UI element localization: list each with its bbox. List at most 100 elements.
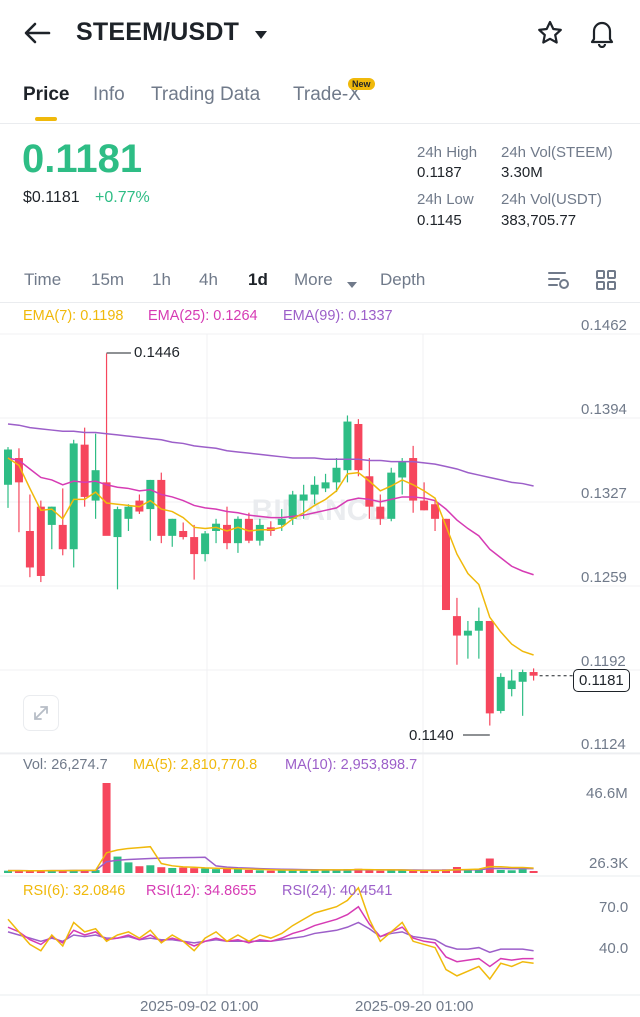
volume-bar [507, 870, 516, 873]
alert-bell-icon[interactable] [588, 18, 616, 53]
volume-bar [244, 869, 253, 873]
volume-tick-max: 46.6M [586, 785, 628, 802]
candle-body [102, 482, 111, 536]
volume-bar [321, 869, 330, 873]
volume-tick-min: 26.3K [589, 855, 629, 872]
volume-bar [485, 858, 494, 873]
vol-base-value: 3.30M [501, 164, 543, 181]
back-arrow-icon[interactable] [22, 20, 52, 46]
low-marker-label: 0.1140 [409, 727, 454, 744]
volume-bar [518, 869, 527, 873]
volume-bar [310, 869, 319, 873]
candle-body [277, 518, 286, 525]
volume-bar [47, 870, 56, 873]
volume-bar [80, 870, 89, 873]
tab-price[interactable]: Price [23, 84, 70, 105]
volume-bar [420, 871, 429, 873]
vol-base-label: 24h Vol(STEEM) [501, 144, 613, 161]
timeframe-15m[interactable]: 15m [91, 270, 125, 289]
candle-body [47, 506, 56, 525]
volume-bar [288, 869, 297, 873]
timeframe-1h[interactable]: 1h [152, 270, 171, 289]
tab-trade-x[interactable]: Trade-X [293, 84, 361, 105]
volume-ma5-line [7, 845, 534, 872]
date-tick-1: 2025-09-02 01:00 [140, 998, 259, 1015]
current-price-tag: 0.1181 [573, 669, 630, 692]
more-dropdown-icon[interactable] [346, 276, 358, 294]
price-tick-6: 0.1124 [581, 736, 626, 753]
vol-label: Vol: 26,274.7 [23, 757, 108, 773]
ema25-label: EMA(25): 0.1264 [148, 308, 258, 324]
volume-bar [463, 869, 472, 873]
candle-body [409, 458, 418, 501]
candle-body [288, 494, 297, 519]
volume-bar [474, 869, 483, 873]
rsi-tick-70: 70.0 [599, 899, 629, 916]
high-label: 24h High [417, 144, 478, 161]
candle-body [201, 533, 210, 555]
candle-body [387, 472, 396, 519]
date-tick-2: 2025-09-20 01:00 [355, 998, 474, 1015]
candle-body [398, 461, 407, 478]
tab-info[interactable]: Info [93, 84, 125, 105]
tabs-divider [0, 123, 640, 124]
volume-bar [4, 870, 12, 873]
volume-bar [343, 869, 352, 873]
volume-bar [179, 867, 188, 873]
volume-bar [365, 870, 374, 873]
pair-dropdown-icon[interactable] [254, 27, 268, 45]
candle-body [36, 506, 45, 576]
volume-bar [69, 869, 78, 873]
timeframe-4h[interactable]: 4h [199, 270, 218, 289]
candle-body [80, 444, 89, 497]
timeframe-more[interactable]: More [294, 270, 333, 289]
rsi-tick-40: 40.0 [599, 940, 629, 957]
layout-grid-icon[interactable] [595, 269, 617, 296]
tab-trading-data[interactable]: Trading Data [151, 84, 261, 105]
volume-bar [113, 856, 122, 873]
candle-body [474, 620, 483, 631]
low-value: 0.1145 [417, 212, 462, 229]
timeframe-1d[interactable]: 1d [248, 270, 268, 289]
new-badge: New [348, 78, 375, 90]
candle-body [452, 616, 461, 636]
candle-body [420, 500, 429, 511]
candle-body [518, 672, 527, 682]
timeframe-time[interactable]: Time [24, 270, 62, 289]
volume-bar [124, 862, 133, 873]
active-tab-indicator [35, 117, 57, 121]
candle-body [179, 530, 188, 538]
ma10-label: MA(10): 2,953,898.7 [285, 757, 418, 773]
candle-body [343, 421, 352, 471]
last-price: 0.1181 [22, 137, 143, 181]
volume-bar [212, 869, 221, 873]
volume-bar [201, 868, 210, 873]
current-price-tag-value: 0.1181 [579, 672, 624, 689]
volume-bar [387, 870, 396, 873]
volume-bar [299, 870, 308, 873]
candle-body [25, 530, 34, 568]
candle-body [255, 524, 264, 541]
favorite-star-icon[interactable] [536, 19, 564, 52]
price-tick-2: 0.1394 [581, 401, 627, 418]
low-label: 24h Low [417, 191, 474, 208]
volume-bar [91, 870, 100, 873]
indicator-settings-icon[interactable] [547, 269, 571, 296]
candle-body [431, 504, 440, 519]
volume-bar [168, 867, 177, 873]
candle-body [507, 680, 516, 690]
volume-bar [255, 870, 264, 873]
volume-bar [529, 871, 538, 873]
price-tick-5: 0.1192 [581, 653, 626, 670]
pair-title[interactable]: STEEM/USDT [76, 18, 240, 46]
price-change: +0.77% [95, 189, 150, 206]
ema7-line [7, 457, 534, 656]
candle-body [124, 506, 133, 519]
candle-body [113, 509, 122, 538]
depth-tab[interactable]: Depth [380, 270, 426, 289]
fullscreen-expand-icon[interactable] [23, 695, 59, 731]
ema99-label: EMA(99): 0.1337 [283, 308, 393, 324]
volume-bar [277, 870, 286, 873]
volume-bar [409, 870, 418, 873]
